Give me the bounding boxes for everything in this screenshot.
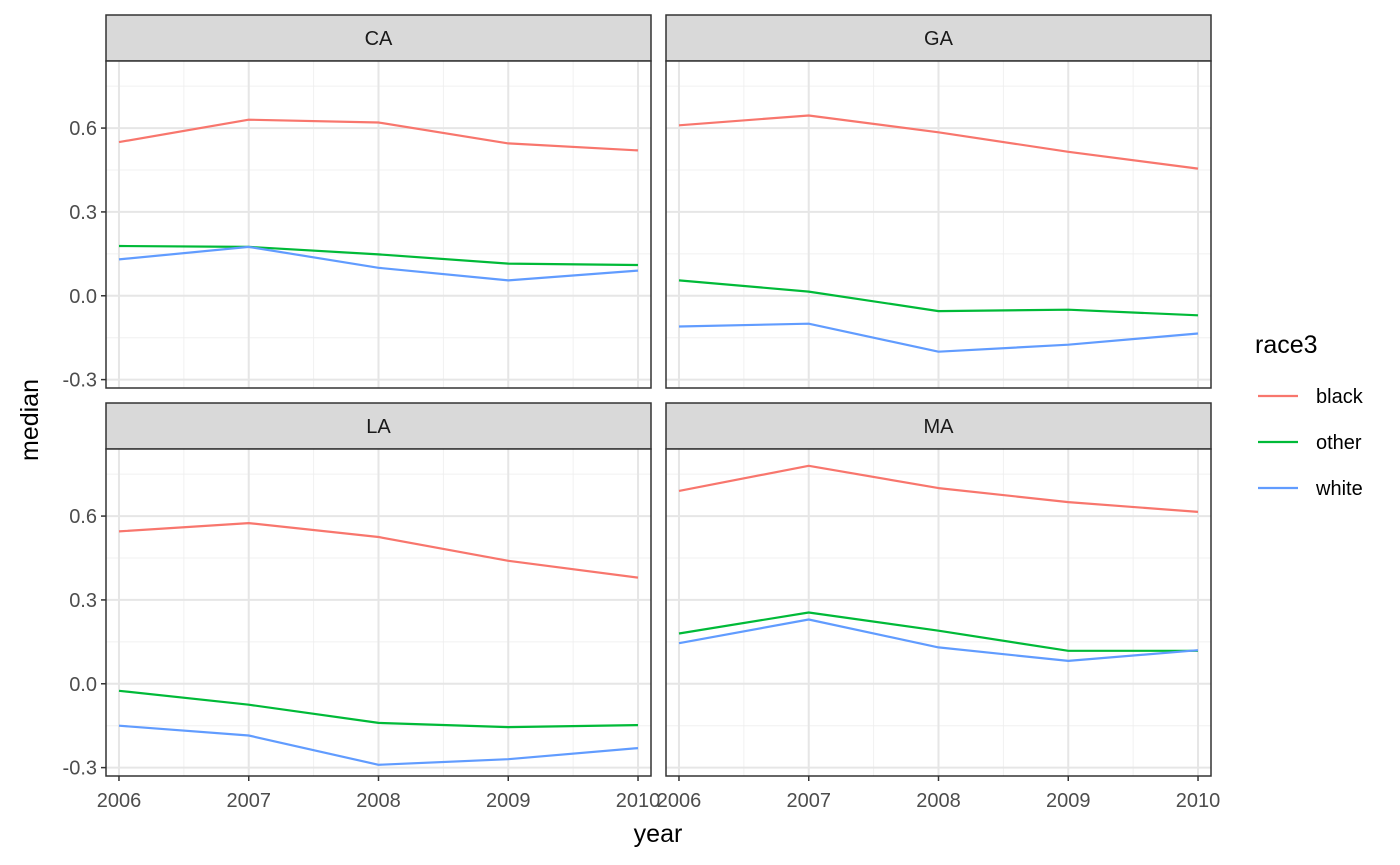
x-tick-label: 2006 bbox=[97, 790, 142, 812]
series-line-other bbox=[118, 689, 639, 729]
x-axis-title: year bbox=[634, 820, 683, 848]
panel-ca: CA bbox=[105, 14, 652, 389]
series-line-other bbox=[118, 244, 639, 267]
y-tick-label: 0.0 bbox=[69, 286, 97, 308]
legend-label-other: other bbox=[1316, 432, 1362, 454]
y-tick-label: 0.3 bbox=[69, 202, 97, 224]
y-axis-title: median bbox=[16, 379, 44, 461]
x-tick-label: 2006 bbox=[657, 790, 702, 812]
panel-la: LA bbox=[105, 402, 652, 777]
x-tick-label: 2009 bbox=[1046, 790, 1091, 812]
legend: race3 black other white bbox=[1255, 331, 1364, 500]
series-line-white bbox=[678, 322, 1199, 353]
strip-label: GA bbox=[924, 28, 954, 50]
legend-title: race3 bbox=[1255, 331, 1318, 359]
series-line-other bbox=[678, 611, 1198, 652]
y-tick-label: 0.3 bbox=[69, 590, 97, 612]
panel-ma: MA bbox=[665, 402, 1212, 777]
y-tick-label: 0.6 bbox=[69, 118, 97, 140]
y-tick-label: -0.3 bbox=[63, 370, 97, 392]
x-tick-label: 2010 bbox=[616, 790, 661, 812]
series-line-black bbox=[118, 118, 639, 152]
y-tick-label: 0.0 bbox=[69, 674, 97, 696]
axes-layer: -0.3 0.0 0.3 0.6 -0.3 0.0 0.3 0.6 2006 2007 2008 20… bbox=[63, 118, 1221, 812]
series-line-black bbox=[118, 522, 639, 579]
x-tick-label: 2009 bbox=[486, 790, 531, 812]
series-line-white bbox=[118, 245, 639, 282]
legend-label-black: black bbox=[1316, 386, 1364, 408]
strip-label: LA bbox=[366, 416, 391, 438]
panels-layer: CA GA LA MA bbox=[105, 14, 1212, 777]
strip-label: CA bbox=[365, 28, 393, 50]
y-tick-label: -0.3 bbox=[63, 758, 97, 780]
panel-border bbox=[105, 60, 652, 389]
x-tick-label: 2008 bbox=[356, 790, 401, 812]
x-tick-label: 2007 bbox=[786, 790, 831, 812]
legend-label-white: white bbox=[1315, 478, 1363, 500]
strip-ca bbox=[105, 14, 652, 62]
x-tick-label: 2008 bbox=[916, 790, 961, 812]
strip-label: MA bbox=[924, 416, 955, 438]
series-line-other bbox=[678, 279, 1199, 317]
panel-border bbox=[665, 60, 1212, 389]
y-tick-label: 0.6 bbox=[69, 506, 97, 528]
strip-ma bbox=[665, 402, 1212, 450]
x-tick-label: 2007 bbox=[226, 790, 271, 812]
strip-ga bbox=[665, 14, 1212, 62]
panel-ga: GA bbox=[665, 14, 1212, 389]
series-line-white bbox=[678, 618, 1199, 662]
series-line-black bbox=[678, 114, 1199, 170]
series-line-white bbox=[118, 724, 639, 766]
strip-la bbox=[105, 402, 652, 450]
series-line-black bbox=[678, 464, 1199, 513]
x-tick-label: 2010 bbox=[1176, 790, 1221, 812]
